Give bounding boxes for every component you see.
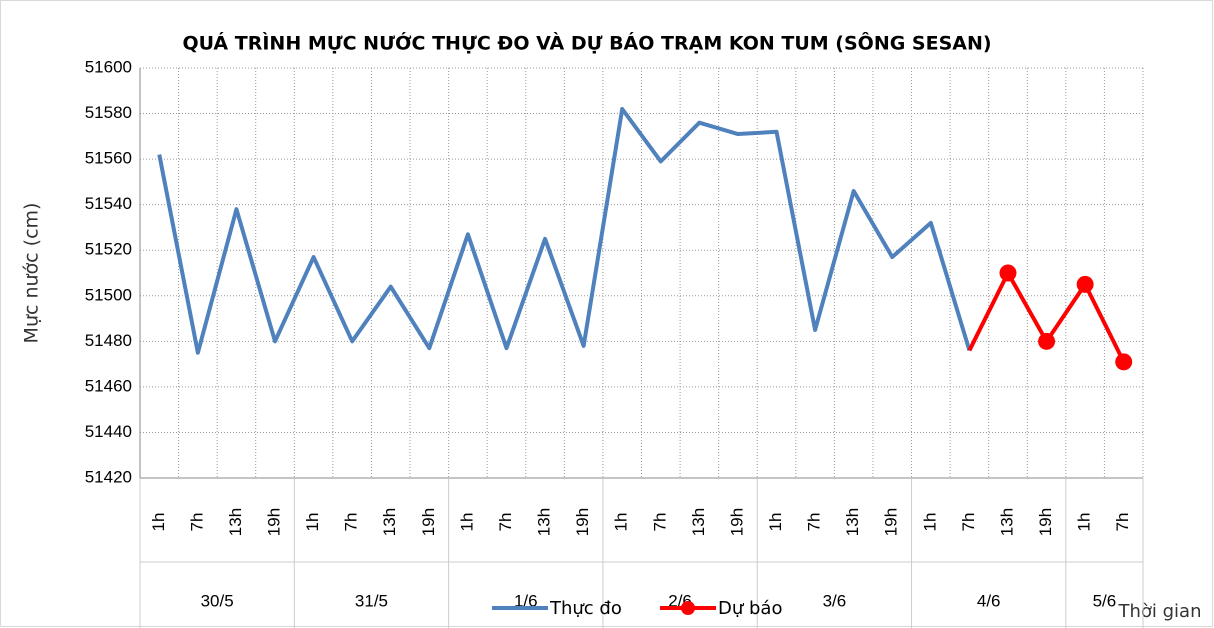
x-tick-label: 7h <box>496 513 515 532</box>
y-tick-label: 51560 <box>85 149 132 168</box>
y-tick-label: 51600 <box>85 57 132 76</box>
x-tick-label: 19h <box>882 508 901 536</box>
x-tick-label: 7h <box>342 513 361 532</box>
x-tick-label: 7h <box>650 513 669 532</box>
series-marker <box>1076 275 1094 293</box>
x-tick-label: 1h <box>766 513 785 532</box>
x-tick-label: 13h <box>997 508 1016 536</box>
x-tick-label: 19h <box>419 508 438 536</box>
x-tick-label: 13h <box>843 508 862 536</box>
y-tick-label: 51500 <box>85 285 132 304</box>
x-tick-label: 13h <box>535 508 554 536</box>
y-tick-label: 51420 <box>85 467 132 486</box>
y-tick-label: 51460 <box>85 376 132 395</box>
series-marker <box>1038 332 1056 350</box>
y-axis-title: Mực nước (cm) <box>21 203 43 344</box>
legend-label: Dự báo <box>718 598 782 619</box>
y-tick-label: 51520 <box>85 240 132 259</box>
x-axis-title: Thời gian <box>1117 601 1201 622</box>
x-tick-label: 1h <box>149 513 168 532</box>
x-tick-label: 1h <box>457 513 476 532</box>
x-group-label: 4/6 <box>977 591 1001 610</box>
x-group-label: 30/5 <box>201 591 234 610</box>
legend-marker <box>681 601 695 615</box>
x-group-label: 3/6 <box>823 591 847 610</box>
x-group-label: 1/6 <box>514 591 538 610</box>
y-tick-label: 51480 <box>85 331 132 350</box>
y-tick-label: 51580 <box>85 103 132 122</box>
series-marker <box>999 264 1017 282</box>
x-tick-label: 13h <box>226 508 245 536</box>
x-tick-label: 1h <box>303 513 322 532</box>
x-tick-label: 1h <box>920 513 939 532</box>
x-tick-label: 13h <box>689 508 708 536</box>
x-group-label: 31/5 <box>355 591 388 610</box>
x-tick-label: 13h <box>380 508 399 536</box>
y-tick-label: 51540 <box>85 194 132 213</box>
x-tick-label: 7h <box>959 513 978 532</box>
x-tick-label: 7h <box>187 513 206 532</box>
series-line <box>157 107 972 355</box>
series-marker <box>1115 353 1133 371</box>
x-tick-label: 19h <box>1036 508 1055 536</box>
y-tick-label: 51440 <box>85 422 132 441</box>
legend-label: Thực đo <box>549 598 622 619</box>
x-group-label: 5/6 <box>1093 591 1117 610</box>
x-tick-label: 19h <box>265 508 284 536</box>
x-tick-label: 19h <box>727 508 746 536</box>
x-tick-label: 19h <box>573 508 592 536</box>
chart-title: QUÁ TRÌNH MỰC NƯỚC THỰC ĐO VÀ DỰ BÁO TRẠ… <box>182 31 991 55</box>
x-tick-label: 7h <box>1113 513 1132 532</box>
x-tick-label: 1h <box>612 513 631 532</box>
x-tick-label: 1h <box>1075 513 1094 532</box>
x-tick-label: 7h <box>805 513 824 532</box>
